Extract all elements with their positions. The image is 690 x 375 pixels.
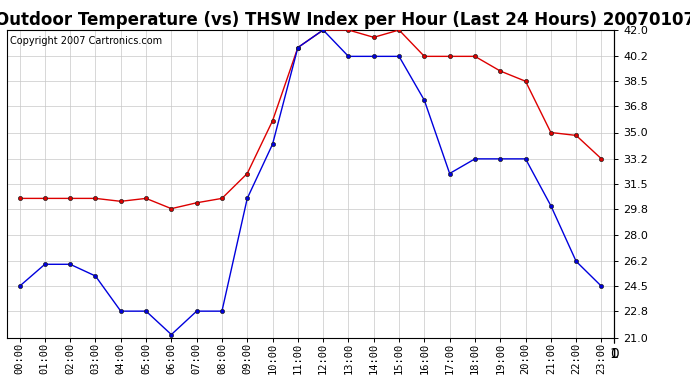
Text: Outdoor Temperature (vs) THSW Index per Hour (Last 24 Hours) 20070107: Outdoor Temperature (vs) THSW Index per … — [0, 11, 690, 29]
Text: Copyright 2007 Cartronics.com: Copyright 2007 Cartronics.com — [10, 36, 162, 46]
